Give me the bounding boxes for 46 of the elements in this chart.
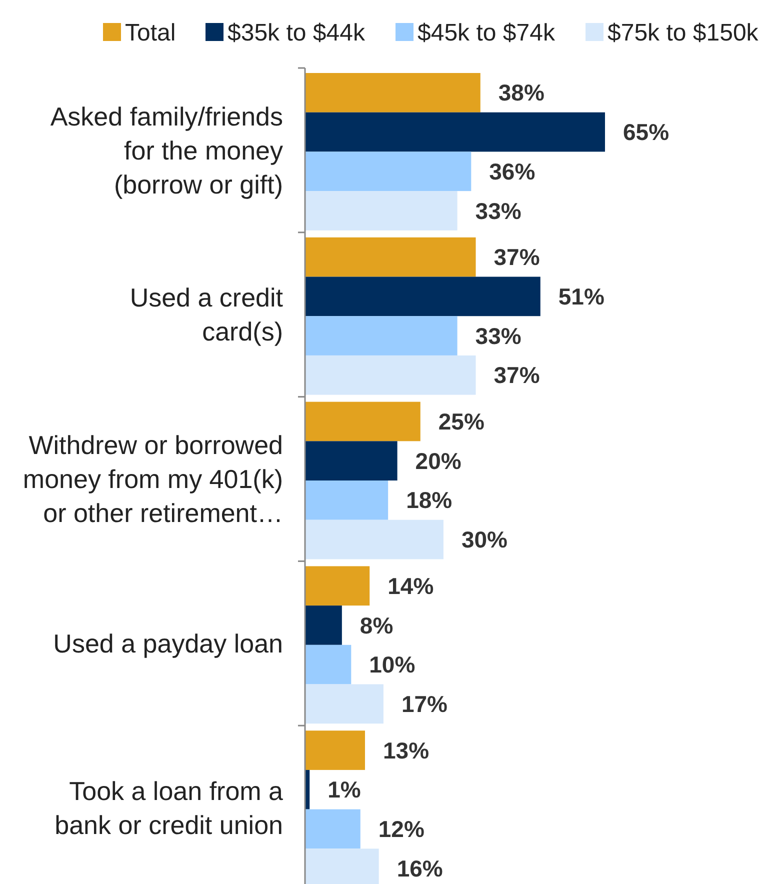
data-label: 51%: [558, 283, 604, 310]
bar: [305, 684, 384, 724]
data-label: 33%: [475, 322, 522, 349]
bar: [305, 237, 476, 277]
data-label: 1%: [328, 776, 361, 803]
bar: [305, 441, 398, 480]
bar: [305, 152, 472, 192]
bar: [305, 480, 388, 520]
data-label: 13%: [383, 737, 430, 764]
y-tick-label: Took a loan from a bank or credit union: [54, 776, 284, 840]
bar: [305, 316, 458, 356]
bar: [305, 402, 420, 442]
legend-label: $35k to $44k: [228, 19, 366, 46]
data-label: 8%: [360, 612, 394, 638]
legend-label: Total: [125, 19, 176, 46]
data-label: 65%: [623, 119, 670, 146]
bar: [305, 520, 444, 560]
legend-label: $45k to $74k: [418, 19, 556, 46]
data-label: 14%: [388, 572, 434, 599]
bar: [305, 191, 458, 230]
y-tick-label: Withdrew or borrowed money from my 401(k) or other retirement…: [22, 430, 283, 528]
y-tick-label: Asked family/friends for the money (borrow or gift): [50, 101, 283, 200]
bar: [305, 644, 352, 684]
bar: [305, 730, 365, 770]
data-label: 20%: [415, 448, 462, 474]
data-label: 36%: [489, 158, 536, 184]
data-label: 16%: [396, 855, 443, 882]
data-label: 17%: [401, 690, 448, 717]
bar: [305, 606, 342, 645]
data-label: 37%: [494, 244, 540, 270]
data-label: 37%: [494, 362, 540, 388]
data-label: 38%: [498, 80, 544, 106]
bar: [305, 276, 540, 316]
data-label: 10%: [369, 652, 416, 678]
data-label: 33%: [475, 198, 522, 224]
data-label: 25%: [438, 408, 484, 435]
bar: [305, 566, 370, 606]
data-label: 18%: [406, 487, 452, 514]
y-tick-label: Used a credit card(s): [130, 282, 284, 347]
data-label: 12%: [378, 816, 424, 842]
bar: [305, 355, 476, 395]
legend-label: $75k to $150k: [608, 19, 760, 46]
data-label: 30%: [461, 526, 508, 553]
y-tick-label: Used a payday loan: [53, 628, 283, 658]
bar: [305, 112, 605, 152]
bar: [305, 73, 480, 112]
